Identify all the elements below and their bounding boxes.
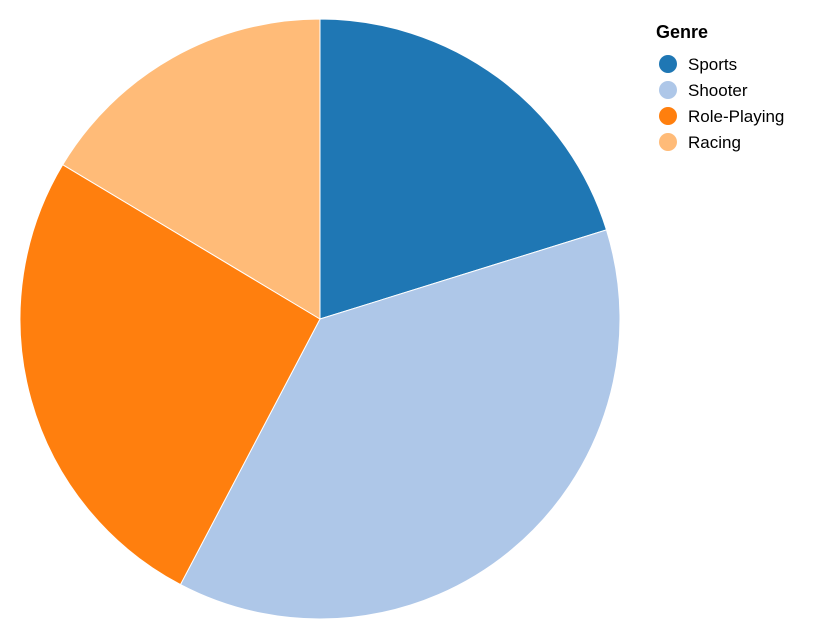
legend-label-sports: Sports [688,55,737,74]
legend-swatch-shooter [659,81,677,99]
legend-item-role-playing: Role-Playing [659,107,784,126]
legend-swatch-role-playing [659,107,677,125]
legend-swatch-sports [659,55,677,73]
pie-slice-shooter [179,229,621,620]
legend-swatch-racing [659,133,677,151]
pie-slices [19,18,621,620]
legend-item-shooter: Shooter [659,81,748,100]
legend: Genre Sports Shooter Role-Playing Racing [656,22,784,152]
legend-items: Sports Shooter Role-Playing Racing [659,55,784,152]
pie-slice-racing [62,18,321,320]
legend-title: Genre [656,22,708,42]
legend-label-role-playing: Role-Playing [688,107,784,126]
legend-item-sports: Sports [659,55,737,74]
legend-label-racing: Racing [688,133,741,152]
pie-slice-role-playing [19,163,321,586]
pie-slice-sports [319,18,608,320]
legend-label-shooter: Shooter [688,81,748,100]
legend-item-racing: Racing [659,133,741,152]
